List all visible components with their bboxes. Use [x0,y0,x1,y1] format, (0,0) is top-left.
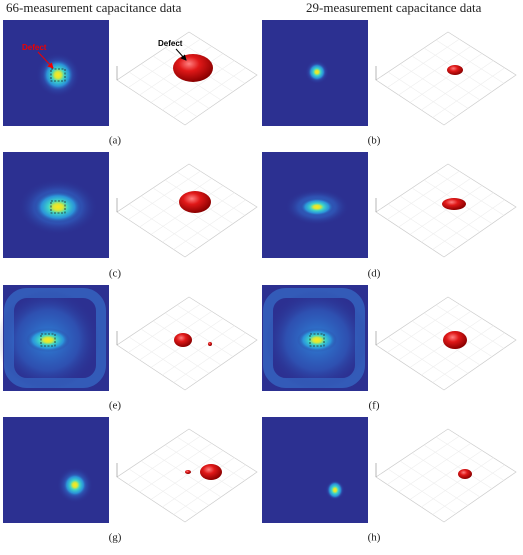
defect-box [50,200,66,214]
model-grid [435,304,505,349]
annotation-arrow [175,48,187,61]
model-grid [435,436,505,481]
defect-model [442,198,466,210]
heatmap-hotspot [63,473,87,497]
defect-model [443,331,467,349]
heatmap-hotspot [297,328,337,352]
model-grid [435,39,505,84]
annotation: Defect [22,43,47,52]
panel-label: (e) [109,400,122,412]
heatmap-hotspot [327,481,343,499]
panel-label: (b) [368,135,381,147]
model-grid [176,171,246,216]
heatmap-hotspot [300,198,334,216]
panel: (b) [262,20,517,147]
model-grid [176,436,246,481]
column-title: 66-measurement capacitance data [6,0,182,15]
annotation: Defect [158,39,183,48]
model-floor [116,428,258,523]
panel: (a) [3,20,258,147]
model-floor [375,163,517,258]
panel-label: (a) [109,135,122,147]
defect-box [50,68,66,82]
panel-label: (f) [369,400,380,412]
heatmap-hotspot [26,328,70,352]
defect-model [447,65,463,75]
panel-label: (g) [109,532,122,544]
heatmap-background [3,417,109,523]
defect-model [173,54,213,82]
model-grid [176,39,246,84]
defect-box [40,333,56,347]
panel-label: (d) [368,268,381,280]
model-grid [176,304,246,349]
defect-model [208,342,212,346]
panel: (e) [0,285,258,412]
defect-model [200,464,222,480]
defect-model [458,469,472,479]
panel: (h) [262,417,517,544]
panel: (c) [3,152,258,280]
model-floor [375,31,517,126]
heatmap-hotspot [308,63,326,81]
model-floor [375,428,517,523]
heatmap-hotspot [34,191,82,223]
panel: (d) [262,152,517,280]
column-title: 29-measurement capacitance data [306,0,482,15]
panel: (g) [3,417,258,544]
defect-model [174,333,192,347]
model-grid [435,171,505,216]
defect-box [309,333,325,347]
panel-label: (h) [368,532,381,544]
panel-label: (c) [109,268,122,280]
heatmap-hotspot [42,59,74,91]
defect-model [185,470,191,474]
defect-model [179,191,211,213]
panel: (f) [262,285,517,412]
annotation-arrow [37,51,54,69]
heatmap-background [262,417,368,523]
